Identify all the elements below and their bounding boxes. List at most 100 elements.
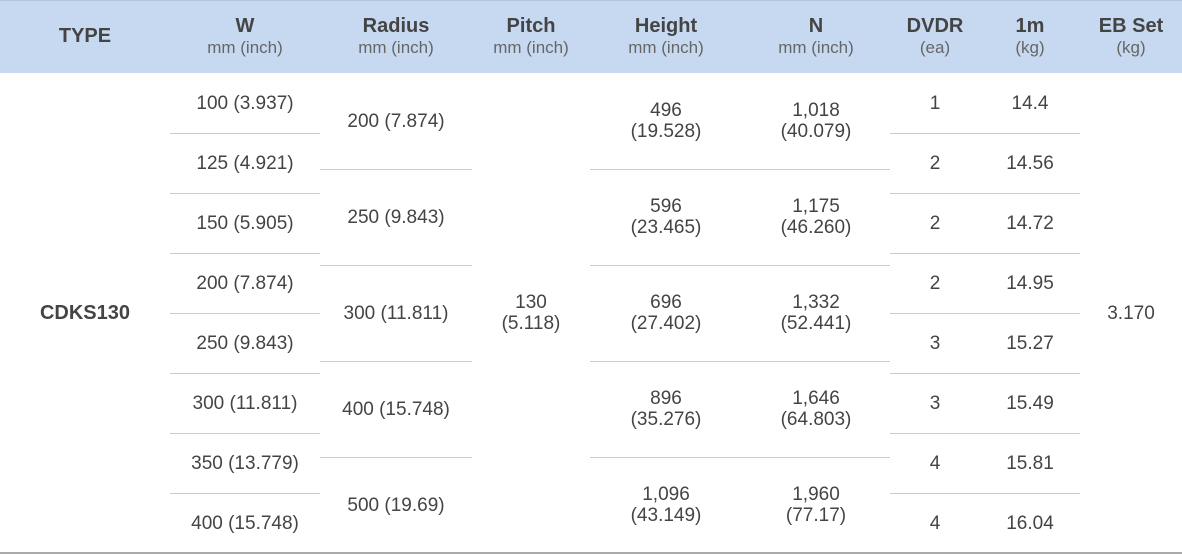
header-unit: (ea) xyxy=(919,37,951,57)
header-unit: (kg) xyxy=(1015,37,1045,57)
header-cell: DVDR (ea) xyxy=(890,0,980,73)
radius-cell: 500 (19.69) xyxy=(320,457,472,553)
row-rule xyxy=(320,457,472,458)
row-rule xyxy=(890,133,1080,134)
pitch-cell: 130 (5.118) xyxy=(472,73,590,553)
height-cell: 596 (23.465) xyxy=(590,169,742,265)
row-rule xyxy=(320,265,472,266)
height-mm: 696 xyxy=(650,292,682,313)
header-title: TYPE xyxy=(58,25,112,47)
kg-cell: 14.4 xyxy=(980,73,1080,133)
n-mm: 1,960 xyxy=(792,484,840,505)
n-inch: (40.079) xyxy=(780,121,852,142)
row-rule xyxy=(170,193,320,194)
n-mm: 1,646 xyxy=(792,388,840,409)
dvdr-cell: 4 xyxy=(890,493,980,553)
row-rule xyxy=(170,253,320,254)
row-rule xyxy=(890,433,1080,434)
height-inch: (23.465) xyxy=(630,217,702,238)
dvdr-cell: 4 xyxy=(890,433,980,493)
row-rule xyxy=(590,457,890,458)
w: 200 (7.874) xyxy=(196,272,294,294)
height-mm: 596 xyxy=(650,196,682,217)
w-cell: 125 (4.921) xyxy=(170,133,320,193)
n-mm: 1,175 xyxy=(792,196,840,217)
n-cell: 1,018 (40.079) xyxy=(742,73,890,169)
kg-cell: 16.04 xyxy=(980,493,1080,553)
height-cell: 896 (35.276) xyxy=(590,361,742,457)
pitch-inch: (5.118) xyxy=(501,313,561,334)
header-title: Height xyxy=(634,14,698,37)
w-cell: 250 (9.843) xyxy=(170,313,320,373)
n-mm: 1,332 xyxy=(792,292,840,313)
row-rule xyxy=(890,253,1080,254)
kg-cell: 15.27 xyxy=(980,313,1080,373)
header-cell: TYPE xyxy=(0,0,170,73)
height-cell: 496 (19.528) xyxy=(590,73,742,169)
w: 250 (9.843) xyxy=(196,332,294,354)
header-row xyxy=(0,0,1182,73)
row-rule xyxy=(170,493,320,494)
kg-1m: 14.4 xyxy=(1011,92,1049,114)
n-inch: (77.17) xyxy=(785,505,847,526)
w: 400 (15.748) xyxy=(191,512,299,534)
radius: 500 (19.69) xyxy=(347,494,445,516)
header-title: Radius xyxy=(362,14,430,37)
header-title: DVDR xyxy=(906,14,964,37)
kg-1m: 15.27 xyxy=(1006,332,1054,354)
kg-cell: 14.72 xyxy=(980,193,1080,253)
dvdr-cell: 1 xyxy=(890,73,980,133)
row-rule xyxy=(890,193,1080,194)
kg-cell: 15.49 xyxy=(980,373,1080,433)
dvdr: 2 xyxy=(929,212,941,234)
bottom-rule xyxy=(0,552,1182,554)
row-rule xyxy=(890,373,1080,374)
eb-set: 3.170 xyxy=(1107,302,1155,324)
w-cell: 400 (15.748) xyxy=(170,493,320,553)
n-inch: (46.260) xyxy=(780,217,852,238)
row-rule xyxy=(170,373,320,374)
kg-1m: 14.56 xyxy=(1006,152,1054,174)
radius: 200 (7.874) xyxy=(347,110,445,132)
row-rule xyxy=(170,433,320,434)
kg-1m: 15.49 xyxy=(1006,392,1054,414)
dvdr: 1 xyxy=(929,92,941,114)
eb-cell: 3.170 xyxy=(1080,73,1182,553)
n-mm: 1,018 xyxy=(792,100,840,121)
w-cell: 300 (11.811) xyxy=(170,373,320,433)
row-rule xyxy=(320,361,472,362)
n-cell: 1,175 (46.260) xyxy=(742,169,890,265)
dvdr: 4 xyxy=(929,512,941,534)
header-cell: Height mm (inch) xyxy=(590,0,742,73)
radius: 250 (9.843) xyxy=(347,206,445,228)
dvdr: 3 xyxy=(929,392,941,414)
height-inch: (43.149) xyxy=(630,505,702,526)
kg-1m: 14.72 xyxy=(1006,212,1054,234)
w: 150 (5.905) xyxy=(196,212,294,234)
dvdr: 2 xyxy=(929,272,941,294)
radius: 300 (11.811) xyxy=(343,302,449,324)
w: 125 (4.921) xyxy=(196,152,294,174)
dvdr: 3 xyxy=(929,332,941,354)
header-unit: (kg) xyxy=(1116,37,1146,57)
height-mm: 1,096 xyxy=(642,484,690,505)
w-cell: 100 (3.937) xyxy=(170,73,320,133)
dvdr: 2 xyxy=(929,152,941,174)
w-cell: 350 (13.779) xyxy=(170,433,320,493)
pitch-mm: 130 xyxy=(515,292,547,313)
height-cell: 696 (27.402) xyxy=(590,265,742,361)
height-mm: 896 xyxy=(650,388,682,409)
n-cell: 1,646 (64.803) xyxy=(742,361,890,457)
height-inch: (27.402) xyxy=(630,313,702,334)
header-unit: mm (inch) xyxy=(207,37,283,57)
header-title: W xyxy=(235,14,255,37)
row-rule xyxy=(590,169,890,170)
type: CDKS130 xyxy=(39,301,131,324)
radius-cell: 400 (15.748) xyxy=(320,361,472,457)
n-inch: (64.803) xyxy=(780,409,852,430)
type-cell: CDKS130 xyxy=(0,73,170,553)
w: 300 (11.811) xyxy=(192,392,298,414)
header-cell: EB Set (kg) xyxy=(1080,0,1182,73)
